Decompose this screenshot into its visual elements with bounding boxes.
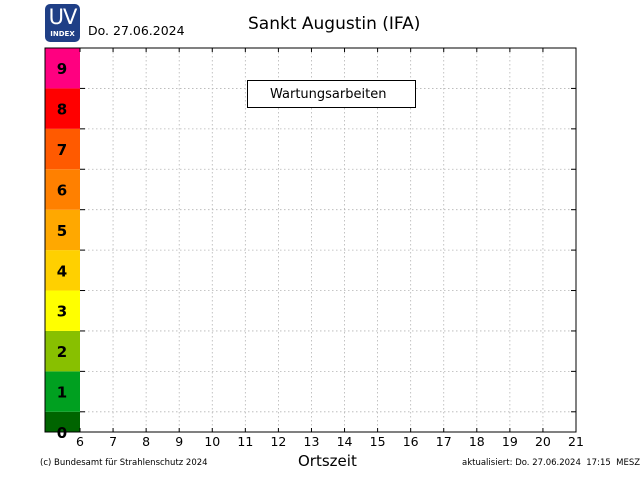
logo-index-text: INDEX [50, 30, 75, 38]
uv-level-label-1: 1 [57, 384, 67, 402]
x-tick-label: 11 [237, 434, 253, 449]
x-tick-label: 10 [204, 434, 220, 449]
chart-title: Sankt Augustin (IFA) [248, 14, 421, 34]
uv-level-band-0 [45, 411, 80, 432]
x-tick-label: 8 [142, 434, 150, 449]
chart-grid [80, 48, 576, 432]
x-axis-ticks: 6 7 8 9 10 11 12 13 14 15 16 17 18 19 20 21 [76, 48, 584, 449]
x-tick-label: 20 [535, 434, 551, 449]
uv-level-label-3: 3 [57, 303, 67, 321]
maintenance-notice: Wartungsarbeiten [247, 80, 416, 108]
uv-index-logo: UV INDEX [45, 4, 80, 42]
x-tick-label: 12 [270, 434, 286, 449]
x-tick-label: 15 [370, 434, 386, 449]
x-tick-label: 19 [502, 434, 518, 449]
x-tick-label: 9 [175, 434, 183, 449]
x-tick-label: 21 [568, 434, 584, 449]
x-tick-label: 18 [469, 434, 485, 449]
uv-level-band-1 [45, 371, 80, 412]
uv-level-band-3 [45, 290, 80, 331]
uv-level-label-6: 6 [57, 181, 67, 199]
uv-level-label-8: 8 [57, 101, 67, 119]
logo-uv-text: UV [48, 5, 78, 29]
uv-level-band-6 [45, 169, 80, 210]
uv-level-band-4 [45, 250, 80, 291]
uv-level-label-7: 7 [57, 141, 67, 159]
x-tick-label: 6 [76, 434, 84, 449]
uv-level-band-2 [45, 330, 80, 372]
x-axis-label: Ortszeit [298, 452, 357, 470]
x-tick-label: 14 [337, 434, 353, 449]
x-tick-label: 17 [436, 434, 452, 449]
uv-level-label-0: 0 [57, 424, 67, 442]
x-tick-label: 16 [403, 434, 419, 449]
uv-level-label-9: 9 [57, 60, 67, 78]
x-tick-label: 7 [109, 434, 117, 449]
uv-level-label-2: 2 [57, 343, 67, 361]
uv-scale-bar: 0 1 2 3 4 5 6 7 8 9 [45, 48, 80, 442]
header-date: Do. 27.06.2024 [88, 23, 185, 38]
uv-level-label-5: 5 [57, 222, 67, 240]
uv-level-band-8 [45, 88, 80, 129]
uv-level-label-4: 4 [57, 262, 67, 280]
uv-level-band-5 [45, 209, 80, 251]
updated-timestamp: aktualisiert: Do. 27.06.2024 17:15 MESZ [462, 458, 640, 468]
uv-level-band-7 [45, 128, 80, 170]
uv-level-band-9 [45, 48, 80, 89]
copyright-credit: (c) Bundesamt für Strahlenschutz 2024 [40, 458, 208, 468]
plot-area-frame [44, 47, 577, 433]
x-tick-label: 13 [304, 434, 320, 449]
